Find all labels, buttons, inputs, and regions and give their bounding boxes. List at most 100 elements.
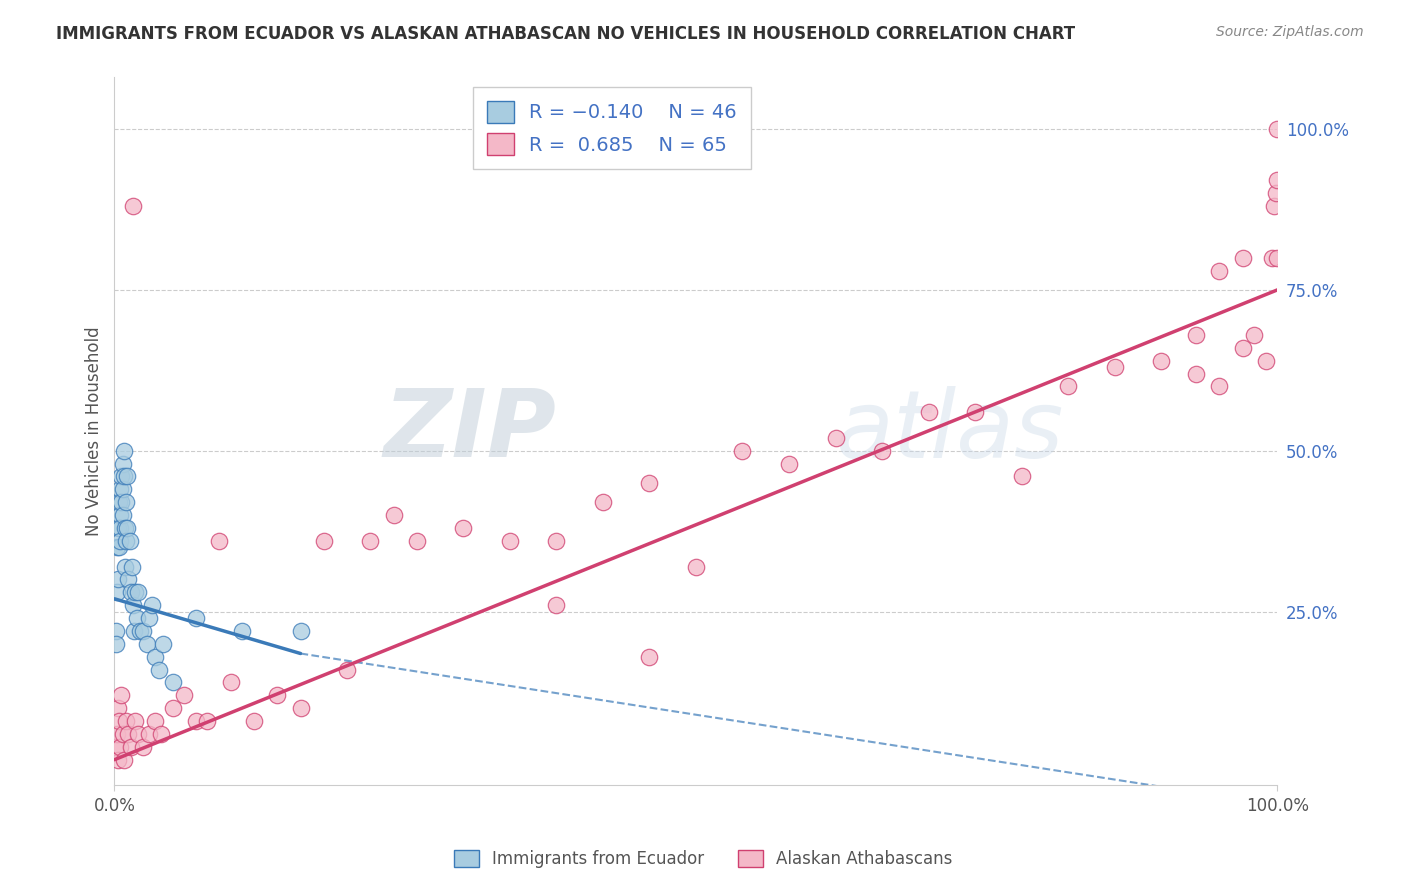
Point [122,199,145,213]
Point [114,559,136,574]
Point [115,521,138,535]
Point [118,533,141,548]
Point [592,495,614,509]
Text: IMMIGRANTS FROM ECUADOR VS ALASKAN ATHABASCAN NO VEHICLES IN HOUSEHOLD CORRELATI: IMMIGRANTS FROM ECUADOR VS ALASKAN ATHAB… [56,25,1076,43]
Point [107,573,129,587]
Point [546,533,568,548]
Point [110,521,132,535]
Point [778,457,800,471]
Point [1254,353,1277,368]
Point [1265,186,1288,201]
Point [107,701,129,715]
Point [110,495,132,509]
Point [112,753,135,767]
Point [152,637,174,651]
Text: ZIP: ZIP [384,385,557,477]
Text: atlas: atlas [835,386,1064,477]
Point [110,739,132,754]
Point [208,533,231,548]
Point [104,739,127,754]
Point [132,739,155,754]
Point [104,624,127,638]
Point [112,469,135,483]
Point [115,469,138,483]
Point [965,405,987,419]
Point [499,533,522,548]
Point [136,637,159,651]
Point [117,573,139,587]
Point [138,611,160,625]
Point [111,457,134,471]
Point [290,701,312,715]
Point [453,521,475,535]
Legend: Immigrants from Ecuador, Alaskan Athabascans: Immigrants from Ecuador, Alaskan Athabas… [447,843,959,875]
Point [125,611,148,625]
Point [917,405,939,419]
Point [638,649,661,664]
Point [1267,122,1289,136]
Point [110,689,132,703]
Point [1011,469,1033,483]
Point [111,483,134,497]
Point [870,443,893,458]
Point [122,624,145,638]
Point [104,637,127,651]
Point [546,599,568,613]
Point [117,727,139,741]
Point [1150,353,1173,368]
Point [197,714,219,728]
Point [110,483,132,497]
Point [1232,251,1254,265]
Point [111,508,134,522]
Point [143,649,166,664]
Point [120,585,142,599]
Point [1243,327,1265,342]
Point [112,443,135,458]
Point [124,585,146,599]
Point [336,663,359,677]
Point [120,739,142,754]
Point [1260,251,1282,265]
Point [108,541,131,555]
Point [129,624,152,638]
Point [219,675,242,690]
Point [132,624,155,638]
Point [1263,199,1285,213]
Point [266,689,288,703]
Point [111,727,134,741]
Point [108,714,131,728]
Point [231,624,253,638]
Y-axis label: No Vehicles in Household: No Vehicles in Household [86,326,103,536]
Point [148,663,170,677]
Point [243,714,266,728]
Point [184,611,207,625]
Point [1185,367,1208,381]
Point [359,533,381,548]
Point [290,624,312,638]
Point [108,495,131,509]
Point [731,443,754,458]
Point [1267,173,1289,187]
Point [638,475,661,490]
Point [141,599,163,613]
Point [162,701,184,715]
Point [105,541,128,555]
Point [1208,263,1230,277]
Point [824,431,846,445]
Point [105,585,128,599]
Point [162,675,184,690]
Point [124,714,146,728]
Point [382,508,405,522]
Point [107,521,129,535]
Point [127,727,149,741]
Point [1057,379,1080,393]
Point [685,559,707,574]
Point [1185,327,1208,342]
Point [173,689,195,703]
Point [1267,251,1289,265]
Text: Source: ZipAtlas.com: Source: ZipAtlas.com [1216,25,1364,39]
Point [127,585,149,599]
Point [121,559,143,574]
Point [143,714,166,728]
Point [184,714,207,728]
